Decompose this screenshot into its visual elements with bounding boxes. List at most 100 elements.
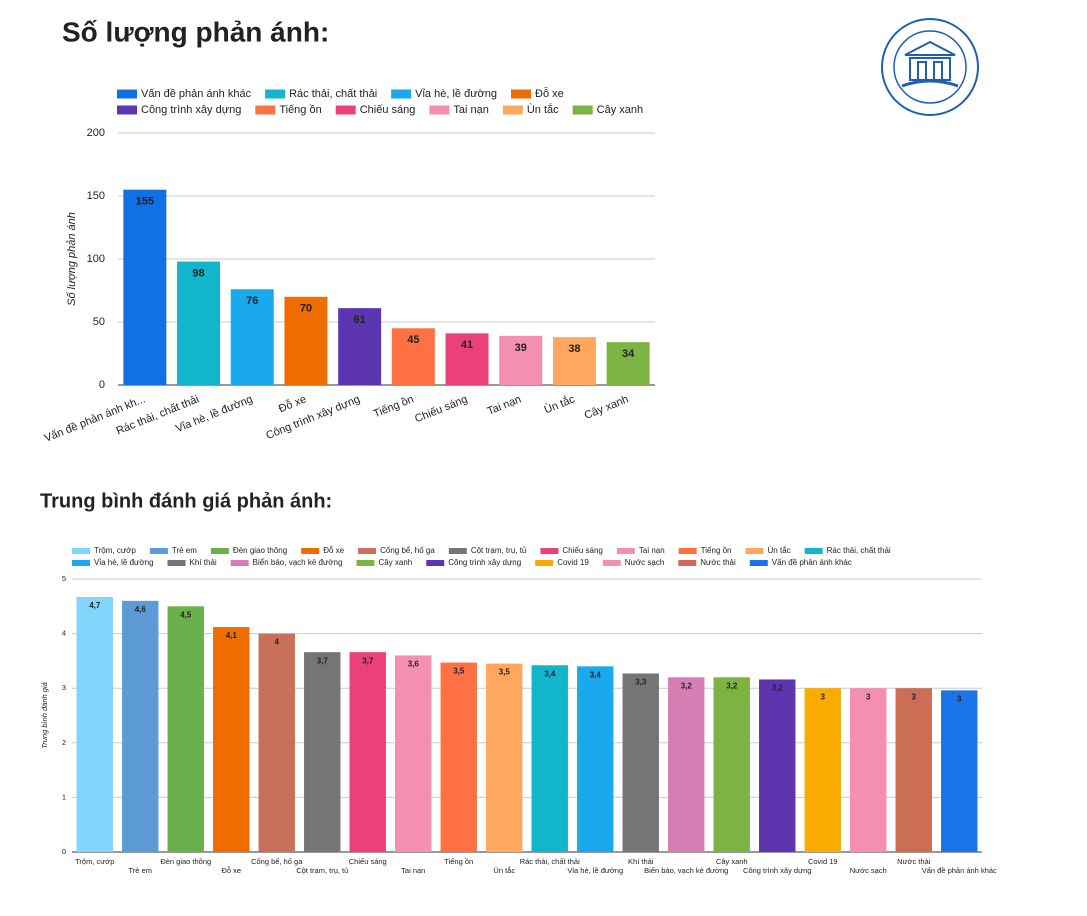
bar [123,189,167,385]
bar [122,600,159,852]
legend-swatch [540,548,559,554]
x-tick-label: Cây xanh [716,857,748,866]
legend-swatch [429,105,450,115]
legend-item: Trẻ em [149,546,197,555]
data-label: 155 [136,196,154,208]
x-tick-label: Nước thải [897,857,931,866]
data-label: 34 [622,348,635,360]
legend-item: Vấn đề phản ánh khác [749,558,852,567]
data-label: 98 [192,267,204,279]
data-label: 3,7 [317,656,329,665]
legend-item: Vấn đề phản ánh khác [117,88,252,100]
y-tick-label: 200 [87,127,105,139]
data-label: 3,5 [453,667,465,676]
y-tick-label: 5 [62,574,66,583]
x-tick-label: Nước sạch [850,866,887,875]
x-tick-label: Covid 19 [808,857,838,866]
data-label: 3 [866,692,871,701]
x-tick-label: Đèn giao thông [160,857,211,866]
x-tick-label: Vấn đề phản ánh khác [922,866,997,875]
legend-swatch [745,548,764,554]
legend-label: Trộm, cướp [94,546,136,555]
legend-label: Cây xanh [378,558,412,567]
legend-label: Vỉa hè, lề đường [415,88,497,100]
bar [486,663,523,852]
bar [668,677,705,852]
legend-label: Tiếng ồn [701,546,732,555]
legend-label: Đỗ xe [535,87,564,100]
legend-label: Ùn tắc [768,546,791,555]
legend-label: Công trình xây dựng [448,558,521,567]
data-label: 70 [300,303,312,315]
legend-swatch [117,89,137,99]
bar [622,673,659,852]
legend-swatch [117,105,137,115]
legend-item: Trộm, cướp [72,546,136,555]
bar [552,337,596,385]
legend-label: Biển báo, vạch kẻ đường [253,558,343,567]
legend-item: Cột trạm, trụ, tủ [448,546,526,555]
x-tick-label: Ùn tắc [493,866,515,875]
y-tick-label: 0 [62,847,66,856]
y-tick-label: 100 [87,253,105,265]
bar [445,333,489,385]
data-label: 3 [821,692,826,701]
legend-label: Trẻ em [172,546,197,555]
legend-item: Vỉa hè, lề đường [72,558,154,567]
bar [76,597,113,852]
bar [258,633,295,852]
bar [230,289,274,385]
legend-swatch [356,560,375,566]
y-tick-label: 0 [99,379,105,391]
legend-item: Chiếu sáng [335,104,416,116]
legend-swatch [804,548,823,554]
legend-swatch [535,560,554,566]
data-label: 3,6 [408,660,420,669]
bar [577,666,614,852]
x-tick-label: Đỗ xe [221,866,241,875]
chart-title: Trung bình đánh giá phản ánh: [40,490,332,512]
legend-label: Vấn đề phản ánh khác [141,88,252,100]
bar [167,606,204,852]
legend-label: Khí thải [190,558,217,567]
x-tick-label: Công trình xây dựng [743,866,811,875]
legend-swatch [210,548,229,554]
legend-swatch [572,105,593,115]
bar [606,342,650,385]
data-label: 3,2 [772,684,784,693]
data-label: 4,7 [89,601,101,610]
data-label: 4,5 [180,610,192,619]
legend-label: Công trình xây dựng [141,104,241,116]
data-label: 76 [246,295,258,307]
legend-swatch [230,560,249,566]
legend-swatch [616,548,635,554]
legend-swatch [391,89,412,99]
y-axis-label: Trung bình đánh giá [40,682,49,749]
data-label: 3 [912,692,917,701]
bar [440,662,477,852]
data-label: 3,3 [635,678,647,687]
legend-swatch [149,548,168,554]
bar [804,688,841,852]
x-tick-label: Cống bể, hố ga [251,857,303,866]
x-tick-label: Biển báo, vạch kẻ đường [644,866,728,875]
legend-label: Đỗ xe [323,546,344,555]
legend-swatch [301,548,320,554]
legend-swatch [426,560,445,566]
y-tick-label: 150 [87,190,105,202]
data-label: 3,4 [544,669,556,678]
legend-swatch [167,560,186,566]
legend-label: Vấn đề phản ánh khác [772,558,852,567]
y-tick-label: 1 [62,792,66,801]
legend-item: Tai nạn [429,104,489,116]
legend-label: Chiếu sáng [360,104,416,116]
bar [177,261,221,385]
legend-swatch [678,560,697,566]
bar [759,679,796,852]
legend-label: Chiếu sáng [562,546,602,555]
legend-label: Tai nạn [453,104,488,116]
legend-item: Tai nạn [616,546,665,555]
legend-item: Chiếu sáng [540,546,603,555]
legend-item: Cống bể, hố ga [358,546,435,555]
bar [713,677,750,852]
